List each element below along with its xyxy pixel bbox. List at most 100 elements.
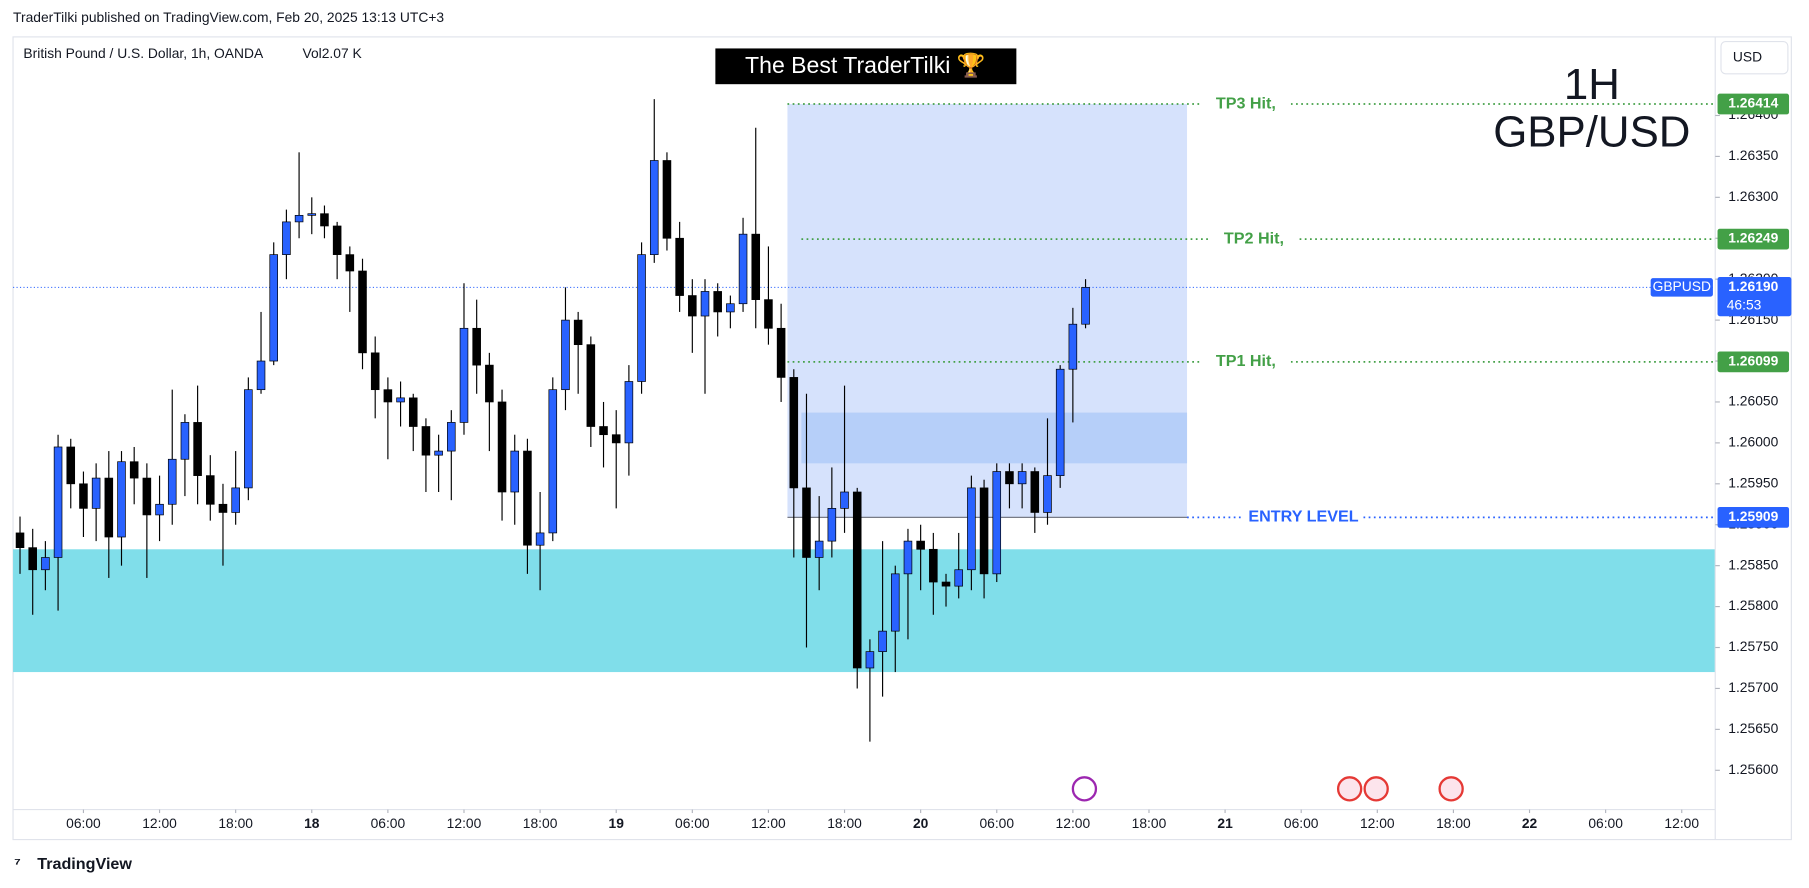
title-box — [715, 48, 1017, 85]
footer-logo: ⁷ — [14, 855, 21, 873]
x-tick-label: 18:00 — [523, 815, 558, 831]
candle-body — [611, 434, 621, 444]
candle-body — [726, 303, 735, 313]
x-tick-label: 06:00 — [1588, 815, 1623, 831]
candle-body — [675, 237, 684, 296]
price-tag — [1717, 506, 1790, 528]
candle-body — [307, 213, 317, 216]
chart-title: The Best TraderTilki 🏆 — [745, 52, 986, 79]
x-tick-label: 18:00 — [1436, 815, 1471, 831]
price-tag — [1717, 228, 1790, 250]
footer-brand: TradingView — [37, 855, 132, 873]
price-tag — [1717, 276, 1792, 317]
candle-body — [332, 225, 342, 255]
candle-body — [256, 360, 266, 391]
candle-body — [916, 540, 925, 550]
candle-body — [15, 532, 25, 549]
candle-body — [421, 426, 431, 456]
candle-body — [294, 214, 304, 223]
y-tick-label: 1.26300 — [1728, 188, 1778, 204]
price-tag-label: 1.26099 — [1728, 353, 1778, 369]
candle-body — [1017, 471, 1027, 485]
level-label-bg — [1243, 508, 1364, 527]
candle-body — [586, 344, 596, 427]
candle-body — [53, 446, 63, 558]
candle-body — [358, 270, 367, 354]
candle-body — [180, 422, 190, 460]
candle-body — [903, 540, 913, 575]
x-tick-label: 12:00 — [1360, 815, 1395, 831]
candle-body — [802, 487, 811, 558]
candle-body — [510, 450, 520, 493]
x-tick-label: 12:00 — [1056, 815, 1091, 831]
annotation: 1H — [1564, 60, 1620, 109]
price-tag-label: 1.26190 — [1728, 278, 1778, 294]
candle-body — [738, 233, 748, 305]
candle-body — [91, 477, 101, 509]
candle-body — [979, 487, 989, 575]
x-tick-label: 12:00 — [1664, 815, 1699, 831]
candle-body — [764, 299, 773, 329]
candle-body — [193, 422, 202, 476]
candle-body — [345, 254, 355, 272]
event-icon[interactable] — [1071, 776, 1464, 802]
candle-body — [1068, 323, 1078, 370]
candle-body — [231, 487, 240, 513]
y-tick-label: 1.25750 — [1728, 638, 1778, 654]
candle-body — [218, 503, 228, 513]
candle-body — [637, 254, 646, 382]
candle-body — [383, 389, 393, 403]
y-tick-label: 1.25800 — [1728, 597, 1778, 613]
y-tick-label: 1.25700 — [1728, 679, 1778, 695]
candle-body — [28, 547, 37, 571]
candle-body — [751, 233, 761, 300]
y-tick-label: 1.25950 — [1728, 474, 1778, 490]
candle-body — [1030, 471, 1040, 513]
candle-body — [890, 573, 900, 632]
candle-body — [79, 483, 88, 509]
publisher: TraderTilki published on TradingView.com… — [13, 9, 444, 25]
level-label: ENTRY LEVEL — [1248, 508, 1358, 526]
y-tick-label: 1.25600 — [1728, 761, 1778, 777]
candle-body — [649, 160, 659, 255]
candle-body — [967, 487, 976, 571]
frame — [12, 36, 1792, 841]
x-tick-label: 06:00 — [675, 815, 710, 831]
currency-label[interactable]: USD — [1733, 48, 1762, 64]
candle-body — [992, 471, 1002, 575]
x-tick-label: 22 — [1522, 815, 1538, 831]
candle-body — [370, 352, 380, 391]
candle-body — [776, 327, 786, 378]
x-tick-label: 21 — [1217, 815, 1233, 831]
candle-body — [142, 477, 152, 516]
plot-area — [13, 99, 1716, 742]
volume-info: Vol2.07 K — [303, 45, 363, 61]
candle-body — [472, 327, 481, 366]
candle-body — [561, 319, 570, 391]
x-tick-label: 18 — [304, 815, 320, 831]
position-box — [801, 412, 1188, 464]
x-tick-label: 20 — [913, 815, 929, 831]
x-tick-label: 18:00 — [827, 815, 862, 831]
symbol-tag — [1650, 278, 1713, 297]
countdown: 46:53 — [1727, 296, 1762, 312]
candle-body — [269, 254, 278, 362]
candle-body — [599, 426, 608, 436]
candle-body — [573, 319, 583, 346]
candle-body — [282, 221, 291, 255]
candle-body — [66, 446, 76, 485]
currency-button[interactable] — [1720, 40, 1789, 75]
symbol-info: British Pound / U.S. Dollar, 1h, OANDA — [23, 45, 264, 61]
candle-body — [814, 540, 824, 558]
level-label: TP1 Hit, — [1216, 352, 1276, 370]
level-label-bg — [1200, 352, 1291, 372]
price-tag — [1717, 93, 1790, 115]
candle-body — [447, 422, 456, 452]
y-tick-label: 1.26000 — [1728, 434, 1778, 450]
y-tick-label: 1.26050 — [1728, 393, 1778, 409]
candle-body — [434, 450, 443, 456]
candle-body — [167, 458, 177, 505]
symbol-tag-label: GBPUSD — [1653, 278, 1711, 294]
candle-body — [41, 557, 50, 571]
